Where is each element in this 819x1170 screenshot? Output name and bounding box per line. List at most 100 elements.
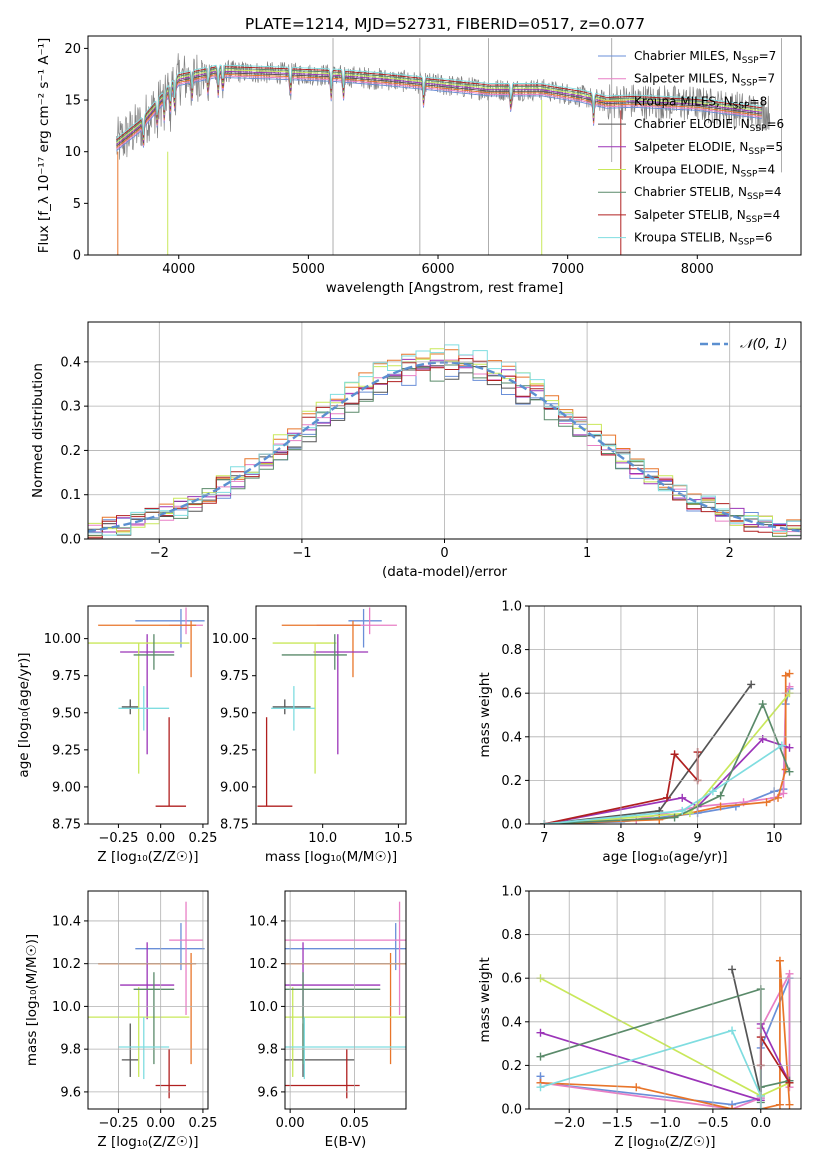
y-tick-label: 0.8 bbox=[501, 643, 522, 658]
y-tick-label: 9.25 bbox=[220, 743, 249, 758]
x-tick-label: 0.00 bbox=[146, 831, 175, 846]
panel-spectrum: 4000 5000 6000 7000 8000 0 5 10 15 20 wavelength [… bbox=[36, 35, 802, 296]
panel-age_vs_Z: −0.25 0.00 0.25 8.75 9.00 9.25 9.50 9.75 10.00 Z … bbox=[16, 605, 217, 865]
y-axis-label: Flux [f_λ 10⁻¹⁷ erg cm⁻² s⁻¹ A⁻¹] bbox=[36, 38, 52, 254]
y-tick-label: 10.4 bbox=[249, 914, 278, 929]
panel-weight_vs_Z: −2.0 −1.5 −1.0 −0.5 0.0 0.0 0.2 0.4 0.6 0.8 1.0 Z [… bbox=[477, 885, 802, 1150]
axes-frame bbox=[87, 605, 209, 825]
x-tick-label: 0.0 bbox=[750, 1116, 771, 1131]
y-tick-label: 8.75 bbox=[52, 818, 81, 833]
x-tick-label: 0.25 bbox=[188, 831, 217, 846]
mass-weight-marker bbox=[785, 743, 794, 752]
mass-weight-marker bbox=[777, 741, 786, 750]
y-axis-label: age [log₁₀(age/yr)] bbox=[16, 652, 32, 777]
y-tick-label: 10.2 bbox=[249, 957, 278, 972]
x-tick-label: 6000 bbox=[421, 262, 454, 277]
x-tick-label: 0.05 bbox=[340, 1116, 369, 1131]
y-tick-label: 9.00 bbox=[220, 780, 249, 795]
y-tick-label: 0.6 bbox=[501, 972, 522, 987]
mass-weight-marker bbox=[731, 802, 740, 811]
legend: Chabrier MILES, NSSP=7 Salpeter MILES, NS… bbox=[598, 49, 784, 248]
mass-weight-marker bbox=[728, 965, 737, 974]
y-tick-label: 10.0 bbox=[52, 1000, 81, 1015]
x-tick-label: 5000 bbox=[292, 262, 325, 277]
y-tick-label: 0.8 bbox=[501, 928, 522, 943]
mass-weight-marker bbox=[678, 806, 687, 815]
x-axis-label: Z [log₁₀(Z/Z☉)] bbox=[97, 1134, 198, 1150]
panel-mass_vs_ebv: 0.00 0.05 9.6 9.8 10.0 10.2 10.4 E(B-V) bbox=[249, 890, 407, 1150]
mass-weight-marker bbox=[670, 750, 679, 759]
mass-weight-marker bbox=[775, 956, 784, 965]
legend-entry: Chabrier STELIB, NSSP=4 bbox=[634, 185, 782, 202]
x-tick-label: 10 bbox=[766, 831, 783, 846]
y-tick-label: 0.0 bbox=[501, 818, 522, 833]
y-tick-label: 0 bbox=[73, 249, 81, 264]
mass-weight-marker bbox=[670, 813, 679, 822]
mass-weight-marker bbox=[536, 1083, 545, 1092]
y-tick-label: 20 bbox=[64, 42, 81, 57]
y-tick-label: 0.0 bbox=[60, 533, 81, 548]
y-tick-label: 9.00 bbox=[52, 780, 81, 795]
panel-weight_vs_age: 7 8 9 10 0.0 0.2 0.4 0.6 0.8 1.0 age [log₁₀(age/yr… bbox=[477, 600, 802, 865]
y-axis-label: mass weight bbox=[477, 672, 493, 757]
axes-frame bbox=[255, 605, 407, 825]
observed-spectrum bbox=[116, 53, 771, 160]
mass-weight-marker bbox=[785, 669, 794, 678]
mass-weight-line bbox=[544, 738, 790, 824]
y-tick-label: 9.6 bbox=[257, 1085, 278, 1100]
mass-weight-marker bbox=[662, 793, 671, 802]
y-tick-label: 0.4 bbox=[501, 1015, 522, 1030]
legend-entry: Kroupa ELODIE, NSSP=4 bbox=[634, 163, 775, 180]
y-tick-label: 10.0 bbox=[249, 1000, 278, 1015]
mass-weight-marker bbox=[758, 700, 767, 709]
y-tick-label: 0.6 bbox=[501, 687, 522, 702]
plot-area-age_vs_Z bbox=[88, 607, 205, 807]
x-axis-label: (data-model)/error bbox=[382, 564, 508, 580]
x-tick-label: 2 bbox=[726, 546, 734, 561]
mass-weight-marker bbox=[536, 1052, 545, 1061]
x-tick-label: −1.0 bbox=[649, 1116, 681, 1131]
mass-weight-marker bbox=[785, 969, 794, 978]
y-tick-label: 0.0 bbox=[501, 1103, 522, 1118]
mass-weight-marker bbox=[775, 1100, 784, 1109]
y-tick-label: 0.2 bbox=[60, 444, 81, 459]
mass-weight-line bbox=[540, 987, 790, 1103]
y-tick-label: 15 bbox=[64, 94, 81, 109]
y-tick-label: 10.4 bbox=[52, 914, 81, 929]
x-tick-label: 10.5 bbox=[384, 831, 413, 846]
x-axis-label: mass [log₁₀(M/M☉)] bbox=[265, 849, 397, 865]
x-axis-label: Z [log₁₀(Z/Z☉)] bbox=[614, 1134, 715, 1150]
x-tick-label: −1.5 bbox=[601, 1116, 633, 1131]
mass-weight-marker bbox=[655, 815, 664, 824]
axes-frame bbox=[87, 321, 802, 540]
panel-age_vs_mass: 10.0 10.5 8.75 9.00 9.25 9.50 9.75 10.00 mass [l… bbox=[212, 605, 413, 865]
x-tick-label: 9 bbox=[693, 831, 701, 846]
y-tick-label: 9.75 bbox=[220, 669, 249, 684]
x-tick-label: −2.0 bbox=[553, 1116, 585, 1131]
legend-entry: Kroupa MILES, NSSP=8 bbox=[634, 94, 767, 111]
mass-weight-marker bbox=[762, 798, 771, 807]
legend-entry: Salpeter STELIB, NSSP=4 bbox=[634, 208, 780, 225]
mass-weight-marker bbox=[728, 1026, 737, 1035]
plot-area-spectrum bbox=[116, 38, 782, 255]
x-tick-label: 8000 bbox=[681, 262, 714, 277]
y-tick-label: 9.75 bbox=[52, 669, 81, 684]
figure-title: PLATE=1214, MJD=52731, FIBERID=0517, z=0… bbox=[245, 15, 645, 33]
mass-weight-marker bbox=[747, 680, 756, 689]
x-axis-label: Z [log₁₀(Z/Z☉)] bbox=[97, 849, 198, 865]
mass-weight-marker bbox=[716, 791, 725, 800]
y-tick-label: 0.4 bbox=[60, 355, 81, 370]
y-axis-label: mass weight bbox=[477, 957, 493, 1042]
mass-weight-marker bbox=[785, 1078, 794, 1087]
x-tick-label: 0.25 bbox=[188, 1116, 217, 1131]
mass-weight-line bbox=[544, 692, 791, 824]
x-tick-label: 1 bbox=[583, 546, 591, 561]
y-tick-label: 9.50 bbox=[52, 706, 81, 721]
y-tick-label: 0.3 bbox=[60, 400, 81, 415]
y-tick-label: 10.00 bbox=[44, 632, 81, 647]
y-tick-label: 1.0 bbox=[501, 885, 522, 900]
x-axis-label: age [log₁₀(age/yr)] bbox=[602, 849, 727, 865]
x-tick-label: −0.25 bbox=[99, 1116, 139, 1131]
model-spectrum-line bbox=[116, 64, 762, 139]
y-tick-label: 5 bbox=[73, 197, 81, 212]
